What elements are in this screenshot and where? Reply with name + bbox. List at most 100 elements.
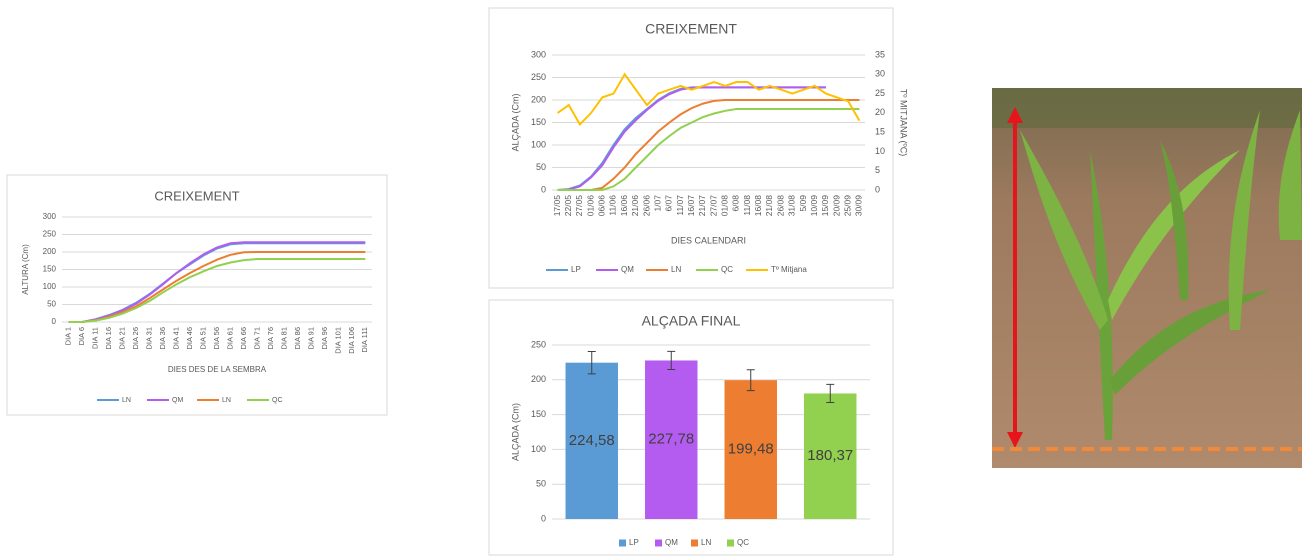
y-tick-label: 200 — [531, 374, 546, 384]
series-line — [68, 241, 366, 323]
x-tick-label: 21/07 — [697, 195, 707, 217]
photo — [992, 88, 1302, 468]
x-tick-label: 6/07 — [664, 195, 674, 212]
x-tick-label: DIA 71 — [252, 327, 261, 350]
x-tick-label: DIA 101 — [333, 327, 342, 354]
x-tick-label: 27/05 — [574, 195, 584, 217]
value-label: 224,58 — [569, 432, 615, 449]
series-line — [557, 72, 861, 127]
y-tick-label: 0 — [541, 184, 546, 194]
x-tick-label: 10/09 — [809, 195, 819, 217]
error-bar — [826, 383, 835, 404]
value-label: 180,37 — [807, 447, 853, 464]
x-tick-label: DIA 56 — [212, 327, 221, 350]
legend-label: LP — [629, 538, 639, 547]
chart-title: CREIXEMENT — [645, 21, 737, 37]
x-tick-label: 16/06 — [619, 195, 629, 217]
y-tick-label: 50 — [47, 300, 56, 309]
y-tick-label: 250 — [43, 230, 57, 239]
legend-label: LN — [701, 538, 711, 547]
x-tick-label: 26/08 — [775, 195, 785, 217]
error-bar — [746, 369, 755, 392]
x-tick-label: 01/08 — [720, 195, 730, 217]
x-tick-label: 17/05 — [552, 195, 562, 217]
x-tick-label: DIA 76 — [266, 327, 275, 350]
series-line — [68, 258, 366, 323]
y-tick-label: 50 — [536, 479, 546, 489]
panel-border — [488, 7, 894, 289]
bar — [804, 393, 857, 519]
x-tick-label: 21/06 — [630, 195, 640, 217]
x-tick-label: DIA 36 — [158, 327, 167, 350]
x-tick-label: 16/08 — [753, 195, 763, 217]
legend-label: QM — [172, 397, 183, 404]
x-tick-label: DIA 106 — [347, 327, 356, 354]
y-tick-label: 150 — [531, 409, 546, 419]
series-line — [68, 251, 366, 323]
y-tick-label: 300 — [43, 212, 57, 221]
x-tick-label: DIA 96 — [320, 327, 329, 350]
chart-panel: ALÇADA FINAL 0 50 100 150 200 250 ALÇADA (Cm) 22… — [488, 299, 894, 556]
x-tick-label: DIA 31 — [145, 327, 154, 350]
y-tick-label: 200 — [531, 94, 546, 104]
x-tick-label: DIA 1 — [64, 327, 73, 345]
x-tick-label: 21/08 — [764, 195, 774, 217]
error-bar — [667, 350, 676, 371]
series-line — [557, 86, 826, 191]
legend-label: Tº Mitjana — [771, 265, 807, 274]
legend-swatch — [727, 539, 734, 547]
x-tick-label: 11/06 — [608, 195, 618, 216]
chart-title: ALÇADA FINAL — [642, 313, 741, 329]
legend-label: QM — [621, 265, 634, 274]
y-tick-label: 50 — [536, 162, 546, 172]
x-tick-label: DIA 21 — [118, 327, 127, 350]
legend-label: QC — [737, 538, 749, 547]
bar — [724, 380, 777, 519]
legend-swatch — [619, 539, 626, 547]
x-tick-label: 6/08 — [731, 195, 741, 212]
x-tick-label: 01/06 — [585, 195, 595, 217]
x-tick-label: 1/07 — [652, 195, 662, 212]
series-line — [557, 99, 860, 191]
panel-border — [6, 174, 388, 416]
legend-label: QC — [721, 265, 733, 274]
y2-tick-label: 0 — [875, 184, 880, 194]
value-label: 227,78 — [648, 431, 694, 448]
x-tick-label: DIA 81 — [279, 327, 288, 350]
x-tick-label: DIA 26 — [131, 327, 140, 350]
y-axis-label: ALÇADA (Cm) — [510, 93, 520, 151]
y2-tick-label: 25 — [875, 88, 885, 98]
x-tick-label: 06/06 — [597, 195, 607, 217]
x-tick-label: 30/09 — [854, 195, 864, 217]
x-tick-label: DIA 66 — [239, 327, 248, 350]
x-tick-label: DIA 91 — [306, 327, 315, 350]
x-axis-label: DIES DES DE LA SEMBRA — [168, 365, 267, 374]
x-tick-label: DIA 86 — [293, 327, 302, 350]
x-tick-label: 22/05 — [563, 195, 573, 217]
legend-label: LN — [671, 265, 681, 274]
y-tick-label: 150 — [43, 265, 57, 274]
legend-swatch — [655, 539, 662, 547]
y-tick-label: 150 — [531, 117, 546, 127]
y-tick-label: 250 — [531, 339, 546, 349]
x-tick-label: DIA 6 — [77, 327, 86, 345]
y-tick-label: 0 — [541, 513, 546, 523]
chart-panel: CREIXEMENT 0 50 100 150 200 250 300 ALTURA (Cm) D… — [6, 174, 388, 416]
value-label: 199,48 — [728, 441, 774, 458]
y-axis-label: ALÇADA (Cm) — [510, 403, 520, 461]
x-tick-label: 16/07 — [686, 195, 696, 217]
x-tick-label: DIA 61 — [225, 327, 234, 350]
x-tick-label: 5/09 — [798, 195, 808, 212]
x-tick-label: 11/08 — [742, 195, 752, 216]
y2-tick-label: 20 — [875, 107, 885, 117]
x-tick-label: 15/09 — [820, 195, 830, 217]
legend-label: QM — [665, 538, 678, 547]
y-tick-label: 0 — [52, 317, 57, 326]
x-axis-label: DIES CALENDARI — [671, 235, 746, 245]
x-tick-label: 11/07 — [675, 195, 685, 216]
x-tick-label: DIA 51 — [199, 327, 208, 350]
legend-label: QC — [272, 397, 283, 404]
y-tick-label: 100 — [531, 444, 546, 454]
y-tick-label: 100 — [43, 282, 57, 291]
